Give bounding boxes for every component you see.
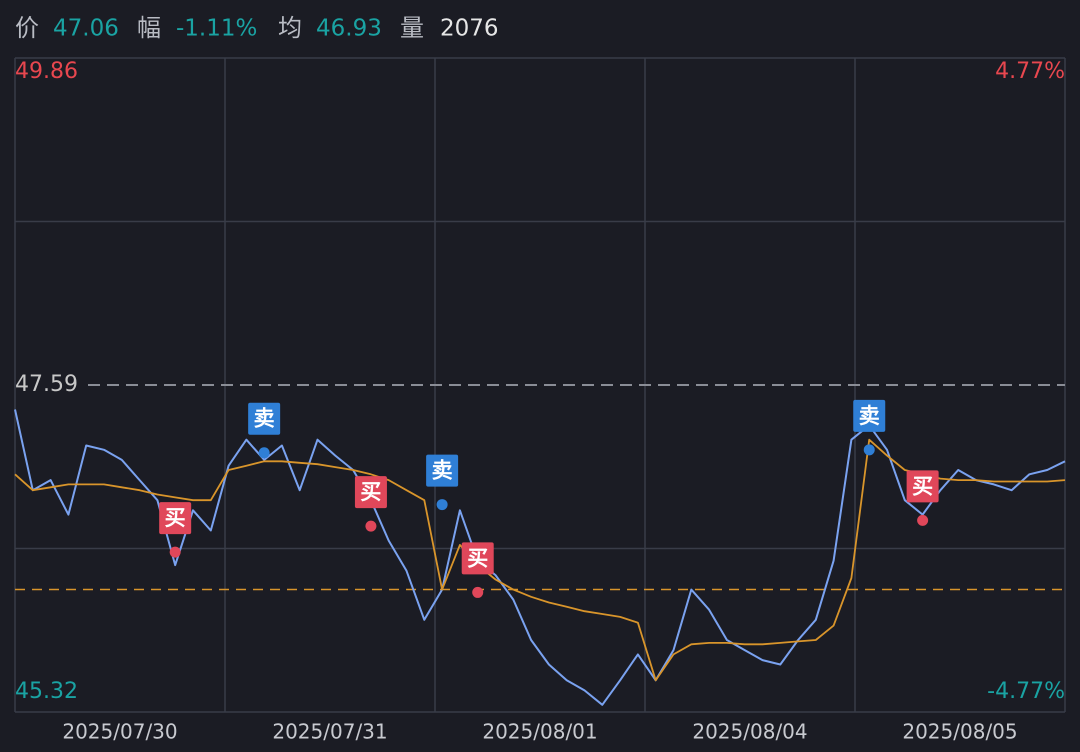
signal-dot — [472, 586, 484, 598]
header-value: -1.11% — [176, 16, 257, 42]
signal-box — [853, 399, 886, 432]
signal-label: 买 — [467, 546, 488, 570]
y-tick-label: 47.59 — [15, 372, 78, 397]
header-label: 幅 — [137, 14, 161, 42]
price-line — [14, 438, 1066, 682]
signal-label: 买 — [165, 506, 186, 530]
signal-box — [159, 502, 192, 535]
signal-box — [354, 476, 387, 509]
y2-tick-label: -4.77% — [987, 679, 1065, 704]
y-tick-label: 49.86 — [15, 59, 78, 84]
signal-dot — [365, 520, 377, 532]
signal-label: 买 — [912, 474, 933, 498]
signal-dot — [258, 447, 270, 459]
signal-dot — [917, 514, 929, 526]
signal-box — [461, 542, 494, 575]
x-tick-label: 2025/07/31 — [272, 720, 387, 744]
header-label: 量 — [400, 14, 424, 42]
signal-box — [906, 470, 939, 503]
signal-box — [426, 454, 459, 487]
x-tick-label: 2025/08/01 — [482, 720, 597, 744]
signal-label: 买 — [360, 480, 381, 504]
y2-tick-label: 4.77% — [995, 59, 1065, 84]
header-value: 47.06 — [53, 16, 119, 42]
header-value: 46.93 — [316, 16, 382, 42]
x-tick-label: 2025/08/05 — [902, 720, 1017, 744]
x-tick-label: 2025/07/30 — [62, 720, 177, 744]
signal-dot — [169, 546, 181, 558]
signal-box — [248, 402, 281, 435]
signal-dot — [436, 499, 448, 511]
header-label: 价 — [15, 14, 39, 42]
signal-dot — [863, 444, 875, 456]
signal-label: 卖 — [254, 407, 275, 431]
signal-label: 卖 — [859, 404, 880, 428]
header-value: 2076 — [440, 16, 499, 42]
signal-label: 卖 — [432, 459, 453, 483]
x-tick-label: 2025/08/04 — [692, 720, 807, 744]
y-tick-label: 45.32 — [15, 679, 78, 704]
header-label: 均 — [278, 14, 302, 42]
